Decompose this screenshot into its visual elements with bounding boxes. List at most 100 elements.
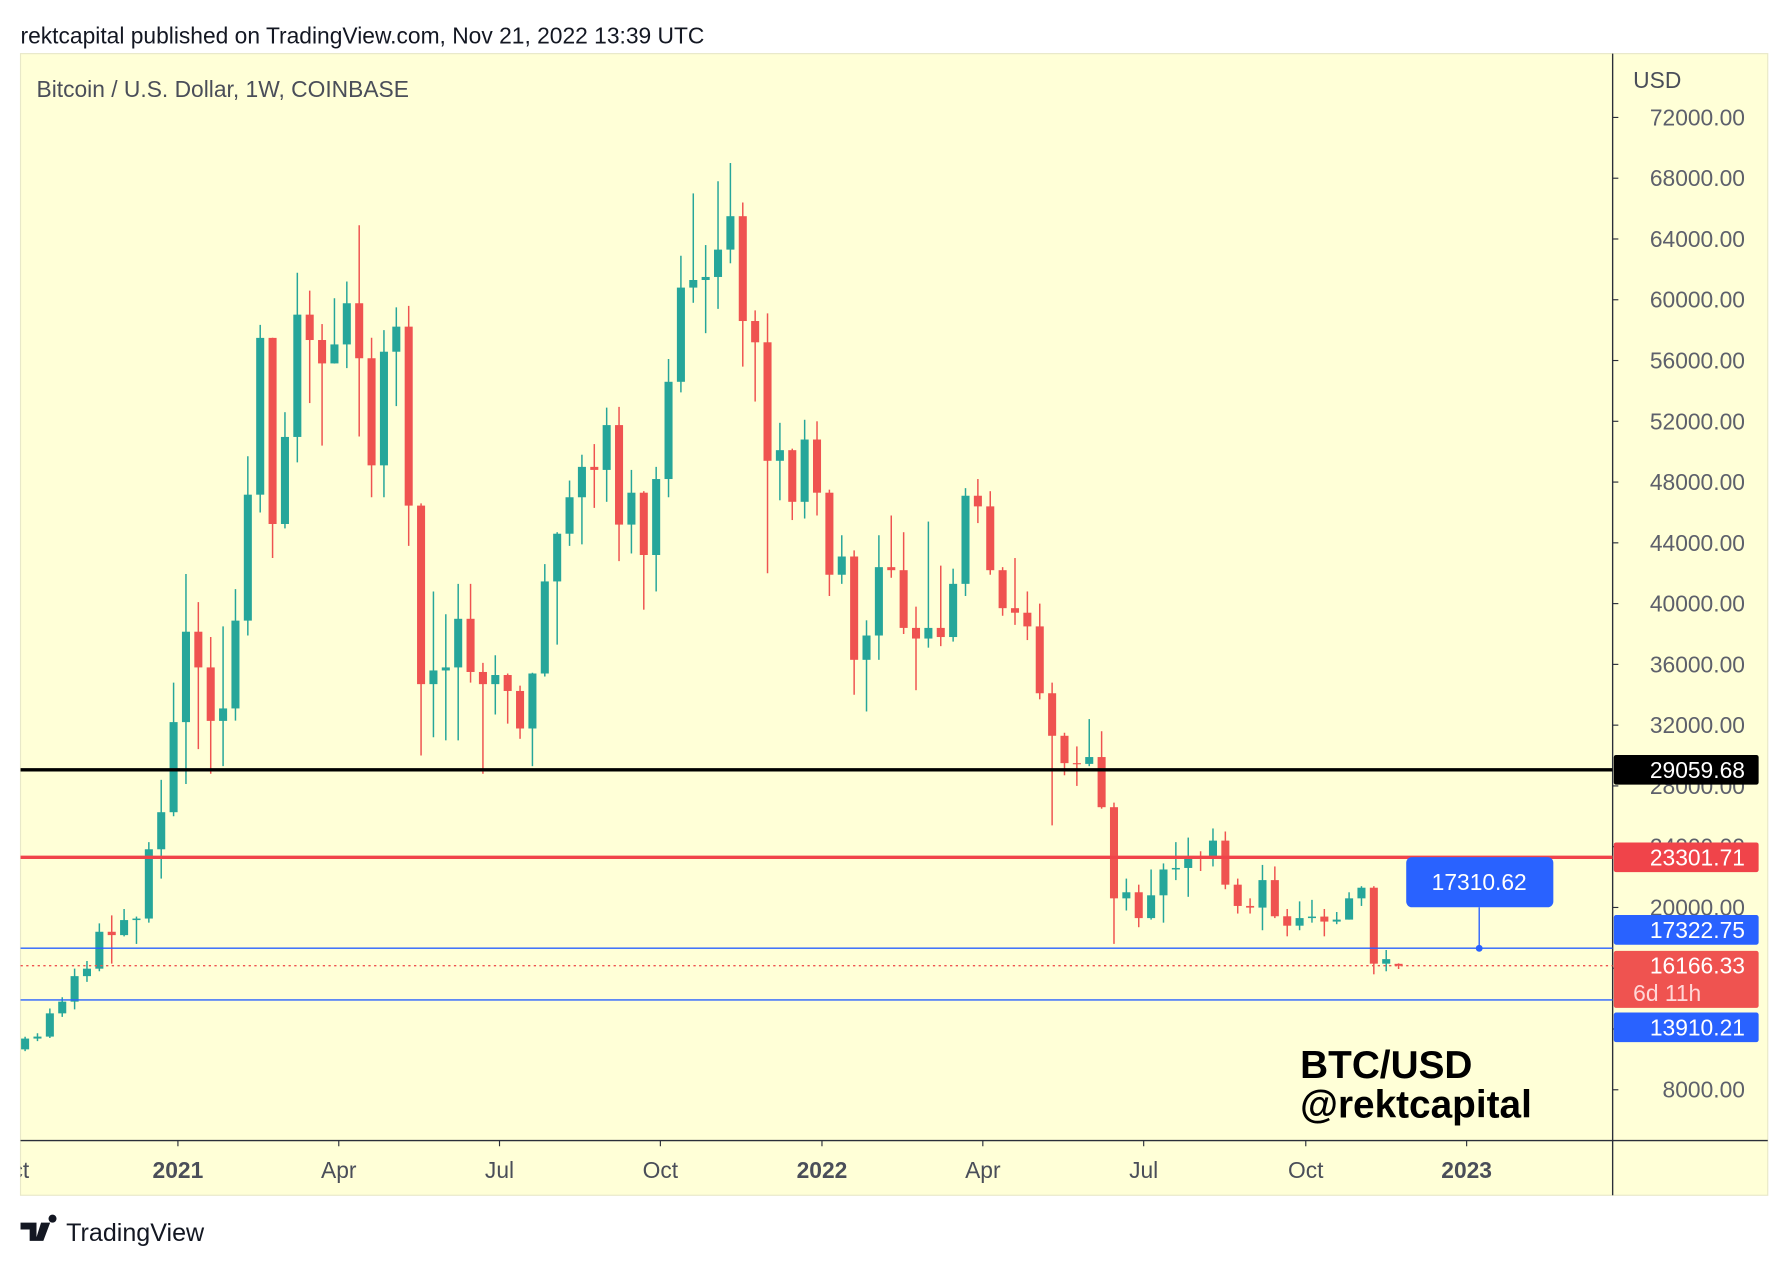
- candle-body: [1332, 919, 1341, 922]
- candle-body: [293, 314, 302, 437]
- candle-body: [887, 567, 896, 571]
- level-badge: [1613, 915, 1759, 945]
- candle-body: [169, 722, 178, 813]
- candle-body: [1295, 918, 1304, 926]
- candle-body: [132, 918, 141, 921]
- candle-body: [652, 479, 661, 555]
- candle-body: [1270, 880, 1279, 917]
- candle-body: [676, 287, 685, 382]
- y-tick-label: 68000.00: [1650, 165, 1745, 191]
- candle-body: [107, 931, 116, 936]
- countdown: 6d 11h: [1633, 980, 1701, 1006]
- y-tick-label: 56000.00: [1650, 348, 1745, 374]
- candle-body: [157, 812, 166, 850]
- candle-body: [973, 495, 982, 507]
- plot: 17310.62: [20, 163, 1613, 1052]
- candle-body: [763, 342, 772, 461]
- candle-body: [825, 492, 834, 575]
- candle-body: [986, 506, 995, 571]
- candle-body: [404, 326, 413, 506]
- level-label: 23301.71: [1650, 844, 1745, 870]
- x-tick-label: Oct: [1288, 1157, 1324, 1183]
- candle-body: [627, 492, 636, 525]
- candle-body: [899, 570, 908, 628]
- candle-body: [1283, 916, 1292, 926]
- candle-body: [1258, 880, 1267, 908]
- candle-body: [45, 1013, 54, 1037]
- candle-body: [1221, 840, 1230, 885]
- x-tick-label: 2022: [797, 1157, 848, 1183]
- y-tick-label: 64000.00: [1650, 226, 1745, 252]
- watermark-line: @rektcapital: [1300, 1084, 1532, 1127]
- x-tick-label: Apr: [321, 1157, 357, 1183]
- candle-body: [441, 667, 450, 671]
- candle-body: [577, 466, 586, 498]
- y-tick-label: 44000.00: [1650, 530, 1745, 556]
- time-axis: Oct 2021 Apr Jul Oct 2022 Apr Jul Oct 2023: [0, 1140, 1492, 1183]
- y-tick-label: 48000.00: [1650, 469, 1745, 495]
- candle-body: [1345, 898, 1354, 920]
- level-badge: [1613, 1012, 1759, 1043]
- footer-logo: TradingView: [20, 1214, 205, 1247]
- candle-body: [540, 581, 549, 674]
- candle-body: [664, 381, 673, 480]
- footer-brand: TradingView: [66, 1219, 205, 1247]
- candle-body: [751, 321, 760, 343]
- candle-body: [1109, 807, 1119, 899]
- chart-title: Bitcoin / U.S. Dollar, 1W, COINBASE: [36, 76, 408, 102]
- candle-body: [82, 968, 91, 977]
- candle-body: [1122, 892, 1131, 899]
- candle-body: [305, 314, 314, 341]
- candle-body: [330, 344, 339, 364]
- y-tick-label: 36000.00: [1650, 651, 1745, 677]
- overlay: 29059.68 23301.71 17322.75 13910.21 16166.33…: [1613, 754, 1759, 1043]
- y-tick-label: 40000.00: [1650, 591, 1745, 617]
- candle-body: [466, 618, 475, 672]
- candle-body: [144, 849, 153, 919]
- candle-body: [516, 690, 525, 729]
- watermark-line: BTC/USD: [1300, 1044, 1472, 1087]
- candle-body: [553, 533, 562, 582]
- candle-body: [615, 425, 624, 525]
- candle-body: [280, 436, 289, 524]
- x-tick-label: Oct: [0, 1157, 30, 1183]
- candle-body: [367, 358, 376, 466]
- callout-box: [1406, 857, 1554, 908]
- candle-body: [318, 340, 327, 364]
- candle-body: [1048, 693, 1057, 736]
- candle-body: [1208, 840, 1217, 859]
- candle-body: [478, 671, 487, 685]
- candle-body: [1072, 763, 1081, 765]
- candle-body: [268, 337, 277, 524]
- candle-body: [355, 303, 364, 359]
- candle-body: [1233, 884, 1242, 906]
- last-price-badge: [1613, 950, 1759, 1008]
- x-tick-label: Oct: [643, 1157, 679, 1183]
- candle-body: [1394, 963, 1403, 966]
- candle-body: [181, 631, 190, 723]
- level-badge: [1613, 842, 1759, 873]
- y-tick-label: 8000.00: [1663, 1077, 1745, 1103]
- candle-body: [1097, 757, 1106, 808]
- candle-body: [1307, 916, 1316, 919]
- candle-body: [379, 351, 388, 466]
- candle-body: [874, 567, 883, 636]
- candle-body: [837, 556, 846, 575]
- candle-body: [1357, 887, 1366, 899]
- candle-body: [800, 439, 809, 502]
- candle-body: [998, 570, 1007, 609]
- candle-body: [1184, 857, 1193, 868]
- candle-body: [528, 673, 537, 729]
- callout-point: [1475, 944, 1483, 952]
- y-tick-label: 72000.00: [1650, 104, 1745, 130]
- candle-body: [1382, 959, 1391, 964]
- candle-body: [775, 450, 784, 461]
- x-tick-label: Jul: [1129, 1157, 1158, 1183]
- candle-body: [911, 627, 921, 639]
- candle-body: [243, 494, 252, 621]
- candle-body: [1134, 892, 1143, 919]
- candle-body: [503, 675, 512, 691]
- candle-body: [491, 675, 500, 685]
- candle-body: [1171, 867, 1180, 870]
